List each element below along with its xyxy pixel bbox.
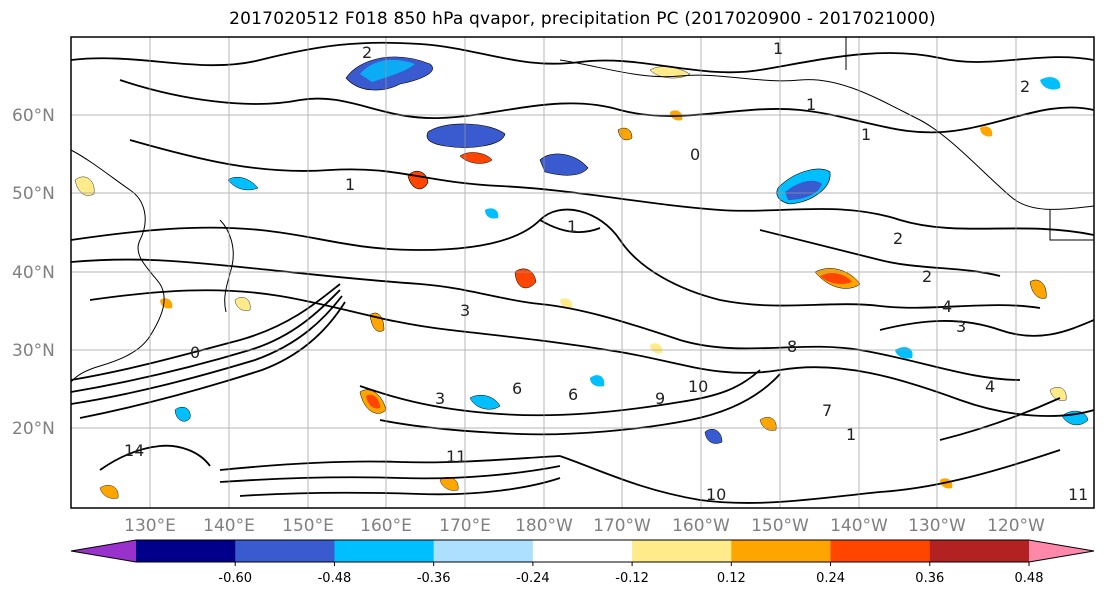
contour-label: 3 <box>956 317 966 336</box>
contour-label: 11 <box>446 447 466 466</box>
contour-label: 11 <box>1068 485 1088 504</box>
contour-label: 1 <box>773 39 783 58</box>
map-title: 2017020512 F018 850 hPa qvapor, precipit… <box>229 9 936 29</box>
contour-label: 2 <box>893 229 903 248</box>
colorbar-extend-high <box>1029 540 1094 562</box>
lat-label: 50°N <box>12 184 55 204</box>
contour-label: 1 <box>861 125 871 144</box>
map-plot-area: 2 1 2 1 0 1 1 2 2 3 3 6 6 7 4 9 10 14 11… <box>71 37 1094 508</box>
contour-label: 10 <box>688 377 708 396</box>
lon-label: 140°E <box>203 516 255 536</box>
contour-label: 14 <box>124 441 144 460</box>
contour-label: 10 <box>706 485 726 504</box>
lon-label: 130°W <box>908 516 966 536</box>
colorbar-tick-label: -0.24 <box>516 571 550 586</box>
contour-label: 8 <box>787 337 797 356</box>
lat-label: 20°N <box>12 419 55 439</box>
precip-shading <box>74 56 1089 499</box>
lon-label: 170°E <box>439 516 491 536</box>
contour-label: 6 <box>512 379 522 398</box>
lon-label: 150°W <box>751 516 809 536</box>
map-frame <box>70 36 1095 509</box>
colorbar-tick-label: -0.36 <box>417 571 451 586</box>
contour-label: 0 <box>690 145 700 164</box>
contour-label: 3 <box>460 301 470 320</box>
colorbar-segment <box>334 540 435 562</box>
colorbar-extend-low <box>71 540 136 562</box>
contour-label: 2 <box>922 267 932 286</box>
lon-label: 150°E <box>282 516 334 536</box>
lon-label: 160°W <box>672 516 730 536</box>
latitude-labels: 60°N 50°N 40°N 30°N 20°N <box>12 106 55 439</box>
graticule <box>71 37 1094 508</box>
lon-label: 160°E <box>360 516 412 536</box>
colorbar: -0.60 -0.48 -0.36 -0.24 -0.12 0.12 0.24 0.36 0.4… <box>70 539 1095 586</box>
lon-label: 130°E <box>124 516 176 536</box>
contour-label: 9 <box>655 389 665 408</box>
lon-label: 170°W <box>593 516 651 536</box>
colorbar-tick-label: -0.60 <box>218 571 252 586</box>
contour-label: 3 <box>435 389 445 408</box>
lat-label: 60°N <box>12 106 55 126</box>
colorbar-segment <box>731 540 832 562</box>
contour-label: 7 <box>822 401 832 420</box>
colorbar-segment <box>136 540 236 562</box>
colorbar-segment <box>532 540 633 562</box>
colorbar-segment <box>830 540 931 562</box>
colorbar-tick-label: 0.24 <box>816 571 845 586</box>
coastlines <box>71 37 1094 383</box>
contour-label: 2 <box>1020 77 1030 96</box>
colorbar-tick-label: 0.12 <box>717 571 746 586</box>
lon-label: 140°W <box>830 516 888 536</box>
lon-label: 180°W <box>515 516 573 536</box>
contour-label: 1 <box>806 95 816 114</box>
lat-label: 30°N <box>12 341 55 361</box>
colorbar-segment <box>235 540 335 562</box>
lon-label: 120°W <box>987 516 1045 536</box>
contour-label: 4 <box>985 377 995 396</box>
contour-label: 2 <box>362 43 372 62</box>
contour-labels: 2 1 2 1 0 1 1 2 2 3 3 6 6 7 4 9 10 14 11… <box>124 39 1088 504</box>
contour-label: 6 <box>568 385 578 404</box>
colorbar-tick-label: -0.48 <box>318 571 352 586</box>
contour-label: 4 <box>942 297 952 316</box>
colorbar-segment <box>929 540 1030 562</box>
contour-label: 1 <box>567 217 577 236</box>
contour-label: 0 <box>190 343 200 362</box>
longitude-labels: 130°E 140°E 150°E 160°E 170°E 180°W 170°… <box>124 516 1045 536</box>
colorbar-segment <box>433 540 534 562</box>
colorbar-segment <box>632 540 732 562</box>
colorbar-outline <box>70 539 1095 563</box>
colorbar-tick-label: 0.36 <box>915 571 944 586</box>
colorbar-tick-label: -0.12 <box>615 571 649 586</box>
colorbar-tick-label: 0.48 <box>1015 571 1044 586</box>
contour-label: 1 <box>345 175 355 194</box>
lat-label: 40°N <box>12 263 55 283</box>
contour-label: 1 <box>846 425 856 444</box>
